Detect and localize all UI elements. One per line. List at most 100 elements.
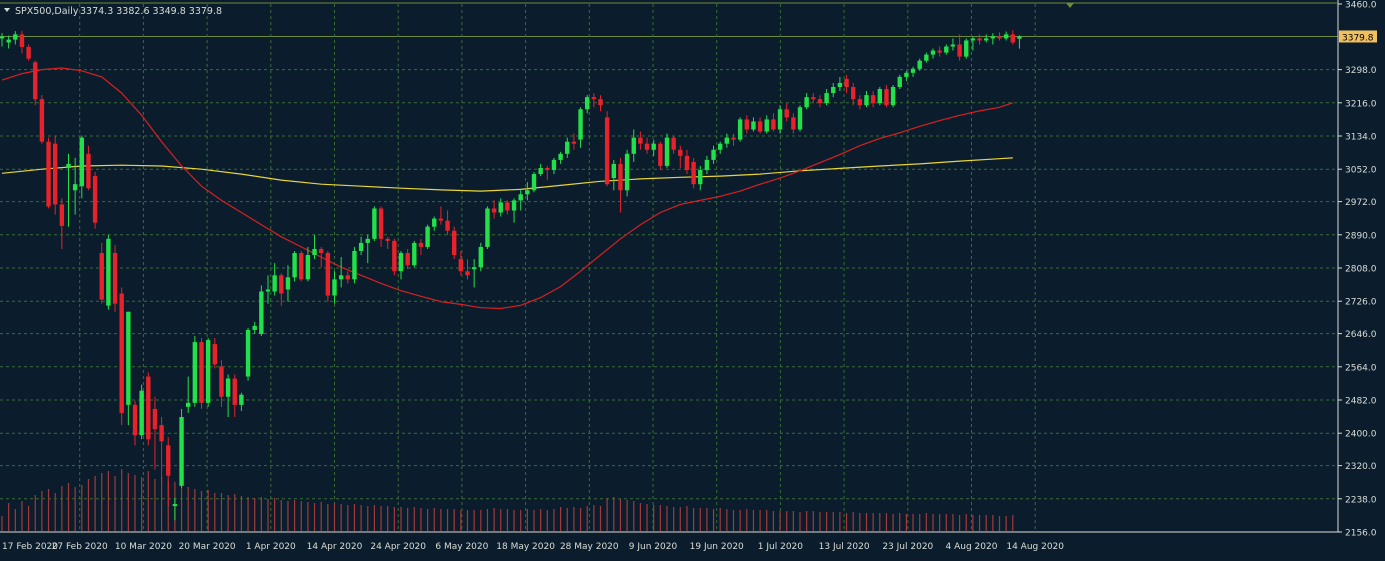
candle-body — [159, 425, 164, 442]
candle — [531, 172, 537, 193]
candle-body — [964, 40, 969, 57]
candle-body — [299, 253, 304, 280]
candle-body — [92, 176, 98, 223]
x-tick-label: 19 Jun 2020 — [690, 542, 744, 552]
candle-body — [545, 167, 550, 171]
candle — [684, 149, 690, 175]
candle — [591, 93, 597, 108]
candle-body — [405, 253, 410, 266]
candle-body — [638, 137, 643, 144]
candle-body — [205, 340, 211, 403]
candle — [771, 113, 776, 132]
candle-body — [432, 218, 437, 227]
candle-body — [571, 141, 577, 144]
candle — [438, 206, 444, 225]
candle-body — [664, 137, 670, 166]
candle — [970, 36, 976, 51]
candle-body — [458, 259, 464, 272]
candle — [910, 66, 916, 77]
candle — [964, 38, 969, 59]
candle-body — [817, 99, 823, 104]
candle — [478, 242, 483, 272]
candle-body — [59, 204, 65, 226]
y-tick-label: 2238.0 — [1345, 495, 1377, 505]
candle — [777, 105, 783, 134]
candle — [392, 238, 397, 276]
candle-body — [132, 404, 138, 436]
candle — [19, 30, 25, 54]
y-tick-label: 2726.0 — [1345, 298, 1377, 308]
candle-body — [252, 325, 257, 330]
y-tick-label: 2156.0 — [1345, 529, 1377, 539]
candle-body — [72, 184, 78, 191]
y-tick-label: 2400.0 — [1345, 430, 1377, 440]
candle-body — [19, 34, 25, 47]
y-tick-label: 2646.0 — [1345, 330, 1377, 340]
candle-body — [631, 137, 636, 154]
candle — [990, 33, 996, 45]
candle — [279, 273, 284, 306]
candle — [452, 226, 457, 260]
candle-body — [784, 109, 789, 118]
candle — [112, 244, 118, 312]
candle — [79, 135, 84, 199]
candle-body — [312, 248, 317, 256]
candle-body — [146, 376, 151, 440]
candle-body — [385, 238, 390, 241]
candle — [485, 206, 490, 249]
candle-body — [698, 170, 703, 185]
candle — [751, 117, 756, 132]
candle — [352, 246, 357, 284]
candle-body — [465, 271, 470, 276]
candle — [505, 200, 510, 215]
x-tick-label: 13 Jul 2020 — [819, 542, 870, 552]
candle — [312, 234, 317, 260]
candle — [804, 93, 809, 110]
collapse-triangle-icon[interactable] — [4, 8, 10, 12]
candle-body — [671, 137, 676, 150]
candle — [72, 157, 78, 215]
candle-body — [711, 149, 716, 160]
candle-body — [718, 143, 723, 150]
candle — [631, 129, 636, 162]
candle — [146, 372, 151, 446]
candle — [724, 133, 730, 148]
candle-body — [797, 107, 803, 130]
candle-body — [578, 109, 583, 140]
candle — [764, 115, 769, 134]
candle — [405, 248, 410, 270]
candle — [325, 250, 331, 302]
fast-moving-average-line — [1, 67, 1013, 310]
candle-body — [412, 242, 417, 266]
candle-body — [977, 38, 982, 41]
candle — [545, 165, 550, 181]
candle — [132, 400, 138, 446]
candle-body — [99, 253, 104, 300]
candle-body — [644, 143, 650, 150]
candle-body — [757, 121, 763, 132]
candle — [737, 117, 743, 142]
candle — [192, 336, 198, 407]
y-tick-label: 2972.0 — [1345, 198, 1377, 208]
candle-body — [179, 417, 184, 486]
candle — [285, 265, 291, 302]
candle — [358, 236, 364, 256]
candle — [491, 200, 497, 219]
candle-body — [904, 72, 909, 77]
candle-body — [332, 279, 337, 296]
candle-body — [724, 137, 730, 144]
candle-body — [192, 342, 198, 403]
candle-body — [910, 68, 916, 73]
candle — [0, 33, 5, 47]
candle-body — [352, 250, 357, 280]
candle-body — [531, 174, 537, 191]
candle — [471, 259, 477, 288]
candle-body — [505, 202, 510, 211]
candle-body — [737, 119, 743, 140]
candle-body — [870, 95, 876, 104]
x-tick-label: 10 Mar 2020 — [115, 542, 172, 552]
x-tick-label: 6 May 2020 — [435, 542, 488, 552]
candle — [851, 82, 856, 106]
candle — [1010, 30, 1015, 45]
candle — [299, 250, 304, 282]
